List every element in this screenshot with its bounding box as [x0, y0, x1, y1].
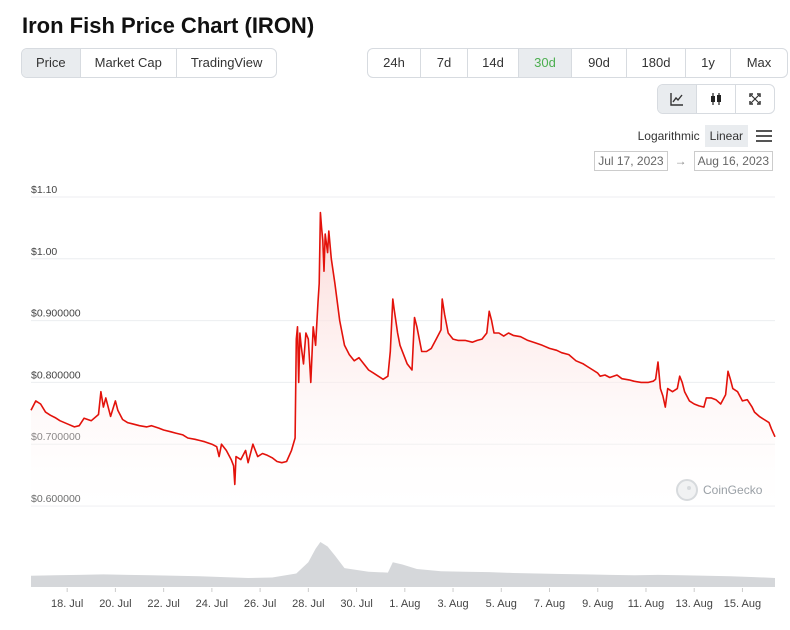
tab-price[interactable]: Price	[22, 49, 81, 77]
fullscreen-button[interactable]	[736, 85, 774, 113]
range-24h[interactable]: 24h	[368, 49, 421, 77]
x-tick-label: 28. Jul	[292, 598, 324, 610]
x-tick-label: 9. Aug	[582, 598, 613, 610]
range-90d[interactable]: 90d	[572, 49, 627, 77]
time-range-tabs: 24h 7d 14d 30d 90d 180d 1y Max	[367, 48, 788, 78]
date-range: Jul 17, 2023 → Aug 16, 2023	[594, 151, 773, 171]
fullscreen-icon	[749, 93, 761, 105]
x-tick-label: 20. Jul	[99, 598, 131, 610]
x-tick-label: 3. Aug	[437, 598, 468, 610]
linear-option[interactable]: Linear	[704, 125, 748, 147]
price-area	[31, 212, 775, 506]
tab-market-cap[interactable]: Market Cap	[81, 49, 177, 77]
range-max[interactable]: Max	[746, 55, 772, 70]
y-tick-label: $1.00	[31, 246, 57, 258]
x-tick-label: 18. Jul	[51, 598, 83, 610]
x-tick-label: 7. Aug	[534, 598, 565, 610]
candlestick-icon	[711, 93, 721, 105]
hamburger-menu-icon[interactable]	[756, 130, 772, 142]
x-tick-label: 5. Aug	[486, 598, 517, 610]
x-tick-label: 15. Aug	[724, 598, 761, 610]
date-from-input[interactable]: Jul 17, 2023	[594, 151, 668, 171]
y-tick-label: $0.900000	[31, 308, 81, 320]
range-30d[interactable]: 30d	[519, 49, 572, 77]
range-180d[interactable]: 180d	[627, 49, 686, 77]
x-tick-label: 11. Aug	[628, 598, 665, 610]
x-tick-label: 22. Jul	[147, 598, 179, 610]
tab-tradingview[interactable]: TradingView	[190, 55, 263, 70]
range-7d[interactable]: 7d	[421, 49, 468, 77]
range-14d[interactable]: 14d	[468, 49, 519, 77]
price-line	[30, 211, 776, 486]
chart-type-tabs: Price Market Cap TradingView	[21, 48, 278, 78]
logarithmic-option[interactable]: Logarithmic	[637, 129, 700, 143]
line-chart-icon	[670, 93, 683, 106]
x-tick-label: 13. Aug	[676, 598, 713, 610]
candlestick-button[interactable]	[697, 85, 736, 113]
x-tick-label: 30. Jul	[340, 598, 372, 610]
range-1y[interactable]: 1y	[686, 49, 731, 77]
watermark-text: CoinGecko	[703, 483, 763, 497]
x-tick-label: 24. Jul	[196, 598, 228, 610]
y-tick-label: $1.10	[31, 184, 57, 196]
y-tick-label: $0.800000	[31, 369, 81, 381]
volume-area	[31, 542, 775, 587]
date-to-input[interactable]: Aug 16, 2023	[693, 151, 773, 171]
chart-style-tools	[657, 84, 775, 114]
x-tick-label: 26. Jul	[244, 598, 276, 610]
coingecko-watermark: CoinGecko	[676, 479, 762, 501]
scale-selector: Logarithmic Linear	[633, 125, 772, 147]
date-arrow: →	[674, 154, 687, 168]
page-title: Iron Fish Price Chart (IRON)	[22, 13, 315, 38]
x-tick-label: 1. Aug	[389, 598, 420, 610]
coingecko-logo-icon	[676, 479, 698, 501]
line-chart-button[interactable]	[658, 85, 697, 113]
